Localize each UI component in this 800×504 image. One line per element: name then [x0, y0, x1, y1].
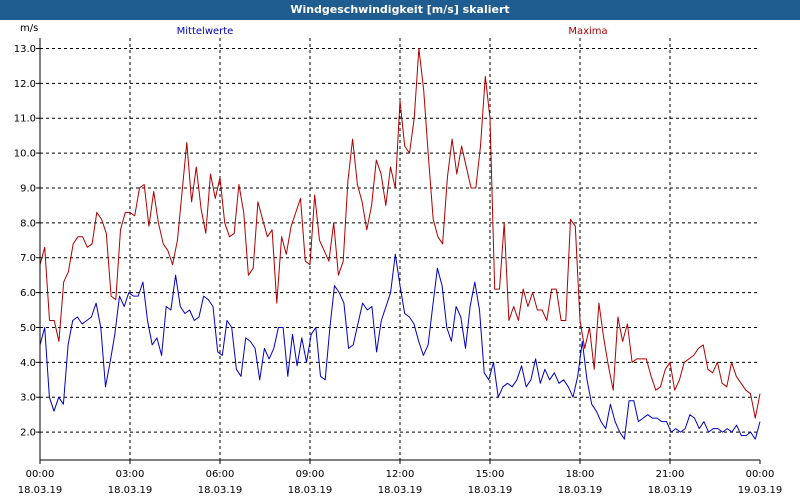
y-tick-label: 4.0	[20, 358, 36, 369]
x-tick-date-label: 18.03.19	[378, 485, 423, 496]
x-tick-time-label: 12:00	[386, 469, 415, 480]
y-axis-label: m/s	[20, 23, 38, 34]
y-tick-label: 9.0	[20, 183, 36, 194]
y-tick-label: 2.0	[20, 428, 36, 439]
x-tick-time-label: 09:00	[296, 469, 325, 480]
wind-speed-chart: m/s Mittelwerte Maxima 2.0 3.0 4.0 5.0 6.0 7.…	[14, 23, 783, 496]
x-tick-time-label: 00:00	[26, 469, 55, 480]
x-tick-time-label: 03:00	[116, 469, 145, 480]
x-tick-time-label: 06:00	[206, 469, 235, 480]
y-tick-label: 6.0	[20, 288, 36, 299]
y-tick-label: 11.0	[14, 114, 36, 125]
x-tick-date-label: 18.03.19	[558, 485, 603, 496]
y-tick-label: 3.0	[20, 393, 36, 404]
x-tick-date-label: 18.03.19	[18, 485, 63, 496]
y-tick-label: 12.0	[14, 79, 36, 90]
x-axis-ticks: 00:00 18.03.19 03:00 18.03.19 06:00 18.03.19 0…	[18, 460, 783, 496]
x-tick-time-label: 18:00	[566, 469, 595, 480]
chart-area: m/s Mittelwerte Maxima 2.0 3.0 4.0 5.0 6.0 7.…	[0, 20, 800, 500]
x-tick-date-label: 19.03.19	[738, 485, 783, 496]
y-tick-label: 5.0	[20, 323, 36, 334]
series-lines	[39, 48, 761, 440]
y-axis-ticks: 2.0 3.0 4.0 5.0 6.0 7.0 8.0 9.0 10.0 11.0 12.0 13.0	[14, 44, 40, 439]
x-tick-date-label: 18.03.19	[288, 485, 333, 496]
x-tick-date-label: 18.03.19	[198, 485, 243, 496]
series-line-mittelwerte	[39, 253, 761, 440]
window-title: Windgeschwindigkeit [m/s] skaliert	[0, 0, 800, 20]
x-tick-time-label: 21:00	[656, 469, 685, 480]
y-tick-label: 13.0	[14, 44, 36, 55]
grid	[40, 38, 760, 460]
y-tick-label: 8.0	[20, 218, 36, 229]
series-line-maxima	[39, 48, 761, 419]
y-tick-label: 7.0	[20, 253, 36, 264]
x-tick-date-label: 18.03.19	[468, 485, 513, 496]
y-tick-label: 10.0	[14, 149, 36, 160]
legend-mittelwerte: Mittelwerte	[177, 26, 234, 37]
legend-maxima: Maxima	[568, 26, 607, 37]
x-tick-date-label: 18.03.19	[108, 485, 153, 496]
x-tick-time-label: 15:00	[476, 469, 505, 480]
x-tick-date-label: 18.03.19	[648, 485, 693, 496]
x-tick-time-label: 00:00	[746, 469, 775, 480]
